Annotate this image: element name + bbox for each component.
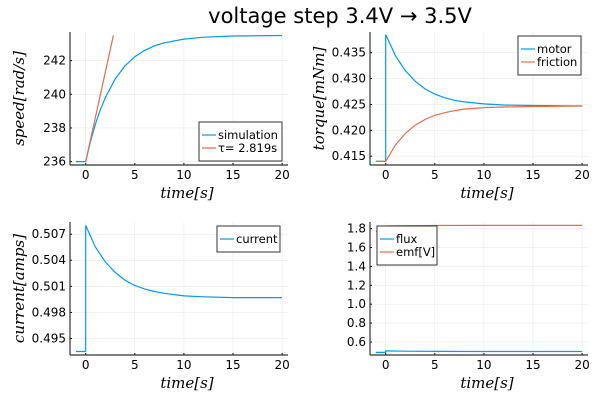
y-tick-label: 1.8 (347, 222, 366, 236)
y-tick-label: 0.435 (332, 46, 366, 60)
y-tick-label: 0.6 (347, 335, 366, 349)
x-tick-label: 20 (274, 358, 289, 372)
legend-box (517, 35, 582, 76)
y-tick-label: 0.425 (332, 97, 366, 111)
legend-label: motor (537, 42, 572, 56)
x-tick-label: 20 (274, 168, 289, 182)
subplot-4: 0 5 10 15 20 0.6 0.8 1.0 1.2 1.4 1.6 1.8 time[s] flux… (347, 222, 590, 392)
x-tick-label: 10 (476, 358, 491, 372)
legend-label: flux (396, 232, 418, 246)
y-tick-label: 242 (43, 54, 66, 68)
x-tick-label: 20 (574, 168, 589, 182)
series-line-flux (375, 350, 583, 353)
y-tick-label: 0.420 (332, 123, 366, 137)
x-tick-label: 0 (382, 358, 390, 372)
subplot-3: 0 5 10 15 20 0.495 0.498 0.501 0.504 0.507 time[s]… (10, 222, 290, 392)
series-line-2819s (85, 35, 114, 162)
x-tick-label: 5 (131, 358, 139, 372)
x-tick-label: 15 (225, 358, 240, 372)
y-tick-label: 238 (43, 121, 66, 135)
legend-box (376, 225, 438, 266)
x-tick-label: 5 (431, 168, 439, 182)
series-line-friction (375, 105, 583, 162)
x-tick-label: 0 (82, 168, 90, 182)
x-tick-label: 5 (131, 168, 139, 182)
x-tick-label: 0 (82, 358, 90, 372)
y-tick-label: 0.504 (32, 253, 66, 267)
y-tick-label: 0.501 (32, 279, 66, 293)
y-tick-label: 1.2 (347, 278, 366, 292)
y-tick-label: 236 (43, 155, 66, 169)
x-tick-label: 15 (525, 358, 540, 372)
x-tick-label: 0 (382, 168, 390, 182)
y-tick-label: 1.0 (347, 297, 366, 311)
x-tick-label: 5 (431, 358, 439, 372)
x-tick-label: 10 (476, 168, 491, 182)
x-tick-label: 20 (574, 358, 589, 372)
y-tick-label: 1.6 (347, 241, 366, 255)
x-axis-label: time[s] (460, 374, 513, 392)
series-line-simulation (75, 34, 283, 163)
legend: current (216, 225, 281, 253)
x-axis-label: time[s] (160, 374, 213, 392)
y-tick-label: 0.507 (32, 227, 66, 241)
x-axis-label: time[s] (160, 184, 213, 202)
series-line-current (75, 225, 283, 353)
legend-label: τ= 2.819s (218, 141, 277, 155)
legend-label: emf[V] (396, 245, 435, 259)
y-tick-label: 240 (43, 87, 66, 101)
x-tick-label: 15 (525, 168, 540, 182)
legend-box (198, 121, 283, 162)
y-axis-label: current[amps] (10, 234, 28, 343)
y-tick-label: 0.498 (32, 305, 66, 319)
y-tick-label: 0.415 (332, 149, 366, 163)
y-tick-label: 1.4 (347, 259, 366, 273)
chart-title: voltage step 3.4V → 3.5V (208, 4, 472, 28)
x-tick-label: 10 (176, 168, 191, 182)
legend-label: simulation (218, 128, 278, 142)
legend-label: current (236, 232, 278, 246)
y-tick-label: 0.430 (332, 72, 366, 86)
legend-label: friction (537, 55, 577, 69)
x-tick-label: 15 (225, 168, 240, 182)
y-axis-label: speed[rad/s] (10, 51, 28, 146)
series-line-motor (375, 34, 583, 162)
y-tick-label: 0.495 (32, 331, 66, 345)
x-tick-label: 10 (176, 358, 191, 372)
x-axis-label: time[s] (460, 184, 513, 202)
subplot-2: 0 5 10 15 20 0.415 0.420 0.425 0.430 0.435 time[s]… (310, 32, 590, 202)
y-tick-label: 0.8 (347, 316, 366, 330)
y-axis-label: torque[mNm] (310, 47, 328, 151)
subplot-1: 0 5 10 15 20 236 238 240 242 time[s] speed[rad/s] s… (10, 32, 290, 202)
